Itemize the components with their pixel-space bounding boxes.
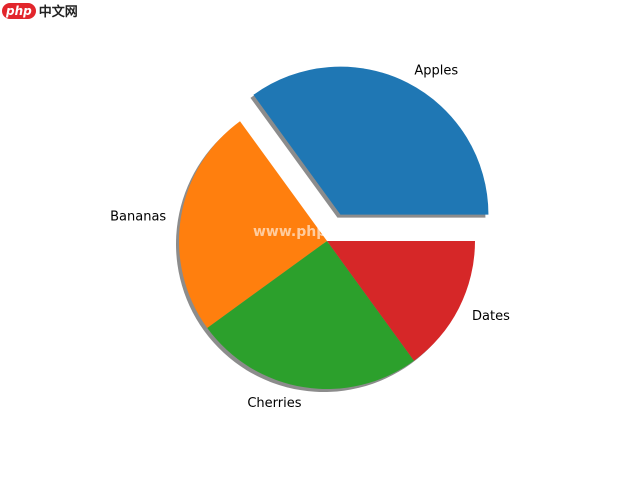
- slice-dates: [327, 241, 475, 361]
- label-cherries: Cherries: [247, 396, 301, 411]
- slice-cherries: [207, 241, 414, 389]
- label-bananas: Bananas: [110, 210, 166, 225]
- slice-bananas: [178, 121, 327, 328]
- label-apples: Apples: [414, 64, 458, 79]
- label-dates: Dates: [472, 309, 510, 324]
- watermark-php: php: [2, 2, 36, 19]
- watermark-logo: php 中文网: [2, 1, 78, 20]
- watermark-cn: 中文网: [38, 5, 78, 20]
- watermark-url: www.php.cn: [253, 224, 350, 240]
- slice-apples: [253, 66, 489, 215]
